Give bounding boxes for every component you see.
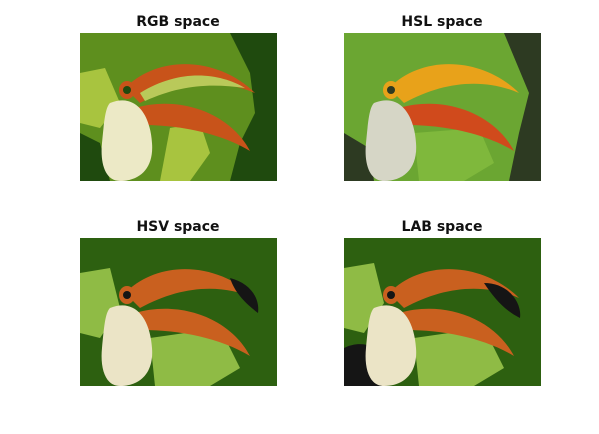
- beak-tip-black: [484, 283, 521, 318]
- image-panel-lab: [344, 238, 541, 386]
- panel-title-lab: LAB space: [401, 219, 483, 235]
- beak-light-stripe: [140, 75, 245, 101]
- segmented-toucan-rgb: [80, 33, 277, 181]
- beak-lower: [135, 308, 250, 356]
- dark-region-left: [344, 133, 374, 181]
- white-throat: [365, 100, 417, 181]
- eye: [123, 86, 131, 94]
- image-panel-rgb: [80, 33, 277, 181]
- segmented-toucan-lab: [344, 238, 541, 386]
- beak-lower: [399, 103, 514, 151]
- panel-title-rgb: RGB space: [136, 14, 220, 30]
- dark-region: [504, 33, 541, 181]
- beak-tip-black: [230, 278, 259, 313]
- segmented-toucan-hsv: [80, 238, 277, 386]
- beak-upper: [389, 269, 519, 308]
- dark-region-left: [80, 133, 110, 181]
- panel-title-hsv: HSV space: [136, 219, 220, 235]
- beak-upper: [125, 269, 255, 308]
- image-panel-hsv: [80, 238, 277, 386]
- beak-upper: [389, 64, 519, 103]
- white-throat: [101, 100, 153, 181]
- beak-lower: [135, 103, 250, 151]
- light-green-region: [150, 328, 240, 386]
- segmented-toucan-hsl: [344, 33, 541, 181]
- light-green-lower: [160, 123, 210, 181]
- panel-title-hsl: HSL space: [401, 14, 483, 30]
- eye: [387, 86, 395, 94]
- light-green-region: [414, 328, 504, 386]
- white-throat: [365, 305, 417, 386]
- eye: [123, 291, 131, 299]
- white-throat: [101, 305, 153, 386]
- image-panel-hsl: [344, 33, 541, 181]
- light-green-region: [414, 128, 494, 181]
- beak-lower: [399, 308, 514, 356]
- eye: [387, 291, 395, 299]
